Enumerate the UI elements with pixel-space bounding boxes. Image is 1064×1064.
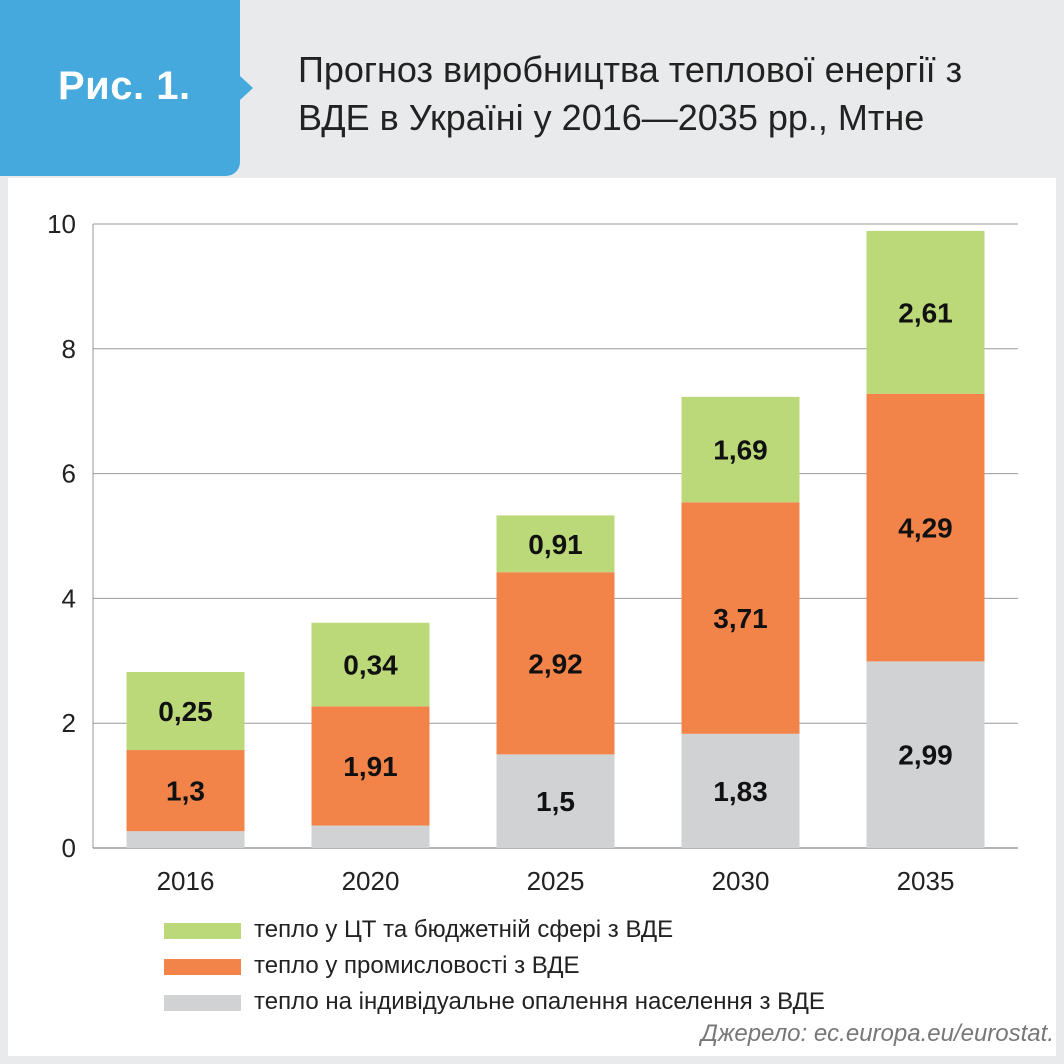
figure-label: Рис. 1. — [58, 64, 191, 108]
data-label: 1,3 — [166, 776, 205, 807]
data-label: 1,69 — [713, 435, 768, 466]
data-label: 2,61 — [898, 297, 953, 328]
data-label: 0,91 — [528, 529, 583, 560]
data-label: 1,91 — [343, 751, 398, 782]
data-label: 0,25 — [158, 696, 213, 727]
figure-header: Рис. 1. Прогноз виробництва теплової ене… — [0, 0, 1064, 178]
bar-segment — [311, 825, 430, 848]
legend-label: тепло у промисловості з ВДЕ — [254, 952, 580, 979]
y-tick-label: 0 — [62, 833, 76, 863]
legend-label: тепло у ЦТ та бюджетній сфері з ВДЕ — [254, 916, 674, 943]
bar-segment — [496, 515, 615, 573]
data-label: 1,83 — [713, 776, 768, 807]
x-tick-label: 2025 — [527, 866, 585, 896]
bar-segment — [681, 502, 800, 734]
bar-segment — [496, 572, 615, 755]
legend-swatch-green — [164, 923, 241, 939]
figure-badge: Рис. 1. — [0, 0, 240, 176]
left-border — [0, 178, 8, 1064]
data-label: 1,5 — [536, 786, 575, 817]
bar-segment — [126, 750, 245, 832]
source-note: Джерело: ec.europa.eu/eurostat. — [700, 1020, 1054, 1047]
data-label: 3,71 — [713, 603, 768, 634]
y-tick-label: 2 — [62, 708, 76, 738]
x-tick-label: 2035 — [897, 866, 955, 896]
y-tick-label: 4 — [62, 583, 76, 613]
y-tick-label: 10 — [47, 209, 76, 239]
bar-segment — [866, 230, 985, 394]
legend-label: тепло на індивідуальне опалення населенн… — [254, 988, 825, 1015]
bar-segment — [866, 661, 985, 848]
data-label: 0,34 — [343, 650, 398, 681]
bar-segment — [681, 733, 800, 848]
y-tick-label: 8 — [62, 334, 76, 364]
data-label: 4,29 — [898, 513, 953, 544]
y-tick-label: 6 — [62, 459, 76, 489]
bar-segment — [681, 396, 800, 503]
x-tick-label: 2020 — [342, 866, 400, 896]
bottom-border — [0, 1056, 1064, 1064]
bar-segment — [311, 622, 430, 707]
bar-segment — [126, 672, 245, 751]
chart-title: Прогноз виробництва теплової енергії з В… — [298, 49, 963, 138]
legend-swatch-orange — [164, 959, 241, 975]
bar-segment — [866, 393, 985, 662]
right-border — [1056, 178, 1064, 1064]
data-label: 2,99 — [898, 740, 953, 771]
x-tick-label: 2030 — [712, 866, 770, 896]
data-label: 2,92 — [528, 648, 583, 679]
badge-pointer — [240, 76, 253, 100]
x-tick-label: 2016 — [157, 866, 215, 896]
bar-segment — [496, 754, 615, 848]
legend-swatch-gray — [164, 995, 241, 1011]
bar-segment — [311, 706, 430, 826]
bar-segment — [126, 831, 245, 848]
